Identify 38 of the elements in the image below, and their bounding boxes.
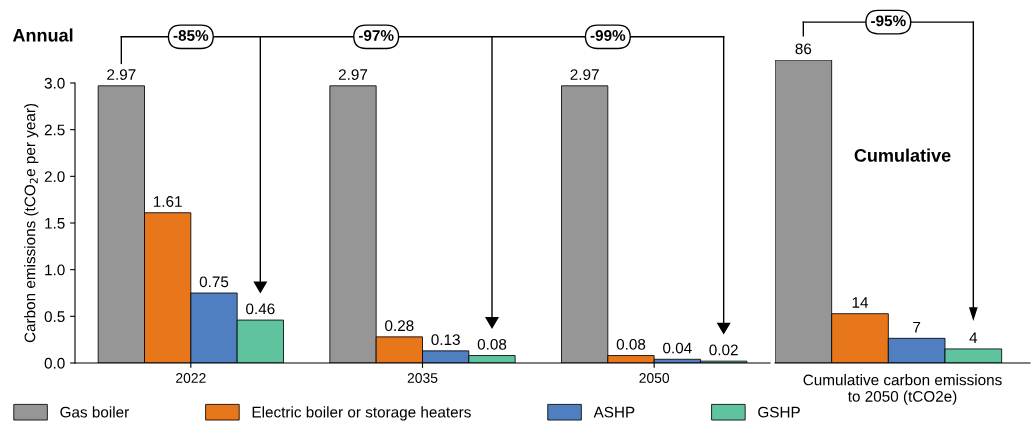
y-tick-label: 3.0 bbox=[44, 77, 65, 89]
y-tick-label: 0.5 bbox=[44, 311, 65, 323]
y-tick-label: 2.5 bbox=[44, 124, 65, 136]
data-label: 0.28 bbox=[385, 320, 414, 332]
legend-label: GSHP bbox=[758, 406, 800, 418]
text: -95% bbox=[871, 15, 906, 27]
x-tick-label: 2050 bbox=[639, 373, 670, 383]
data-label: 2.97 bbox=[570, 69, 599, 80]
data-label: 7 bbox=[913, 321, 921, 333]
legend-label: Gas boiler bbox=[60, 406, 129, 418]
y-tick-label: 1.0 bbox=[45, 264, 65, 276]
data-label: 0.04 bbox=[663, 342, 692, 354]
data-label: 0.75 bbox=[199, 276, 229, 288]
text: -97% bbox=[358, 30, 394, 41]
data-label: 0.46 bbox=[246, 303, 275, 315]
x-tick-label: 2022 bbox=[176, 373, 206, 383]
data-label: 0.08 bbox=[616, 338, 646, 350]
annotation: Cumulative bbox=[854, 148, 951, 162]
legend-label: Electric boiler or storage heaters bbox=[252, 406, 471, 421]
data-label: 4 bbox=[969, 332, 978, 343]
y-tick-label: 2.0 bbox=[44, 171, 65, 183]
data-label: 0.08 bbox=[477, 338, 507, 350]
legend-label: ASHP bbox=[593, 406, 635, 418]
y-tick-label: 1.5 bbox=[45, 218, 65, 229]
y-tick-label: 0.0 bbox=[44, 357, 65, 369]
y-axis-title: Carbon emissions (tCO$_{2}$e per year) bbox=[24, 103, 39, 343]
data-label: 1.61 bbox=[153, 196, 182, 207]
text: -99% bbox=[590, 30, 626, 41]
x-tick-label: 2035 bbox=[407, 373, 438, 383]
data-label: 0.02 bbox=[709, 344, 738, 356]
data-label: 14 bbox=[852, 297, 869, 308]
data-label: 0.13 bbox=[431, 334, 460, 346]
text: -85% bbox=[173, 30, 209, 41]
chart-title: Annual bbox=[12, 28, 73, 42]
data-label: 2.97 bbox=[107, 69, 136, 80]
data-label: 2.97 bbox=[338, 69, 368, 80]
data-label: 86 bbox=[795, 43, 812, 55]
x-axis-title: Cumulative carbon emissions to 2050 (tCO2e) bbox=[803, 374, 1002, 405]
